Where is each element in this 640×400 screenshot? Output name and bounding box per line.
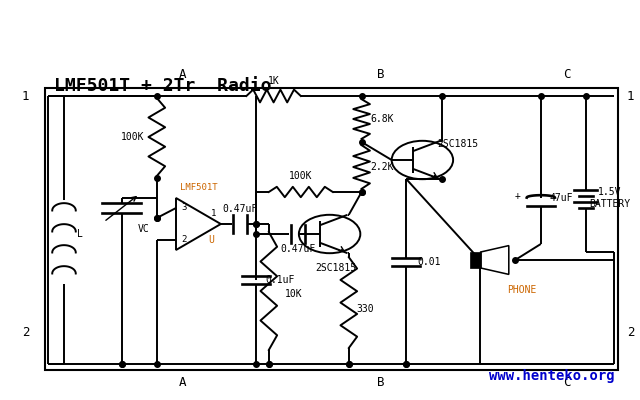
Text: A: A [179, 376, 186, 388]
Text: 10K: 10K [285, 289, 303, 299]
Text: www.henteko.org: www.henteko.org [489, 369, 614, 383]
Text: 2: 2 [181, 236, 186, 244]
Text: 1K: 1K [268, 76, 279, 86]
Text: 100K: 100K [289, 171, 312, 181]
Text: 1.5V: 1.5V [598, 187, 621, 197]
Text: 2.2K: 2.2K [371, 162, 394, 172]
Text: LMF501T: LMF501T [180, 184, 217, 192]
Text: 2: 2 [627, 326, 634, 338]
Text: 6.8K: 6.8K [371, 114, 394, 124]
Text: 0.1uF: 0.1uF [266, 275, 295, 285]
Text: PHONE: PHONE [507, 285, 536, 295]
Text: A: A [179, 68, 186, 80]
Text: 2SC1815: 2SC1815 [437, 139, 478, 149]
Text: C: C [563, 68, 570, 80]
Text: B: B [377, 68, 385, 80]
Text: 0.47uF: 0.47uF [280, 244, 316, 254]
Text: 0.01: 0.01 [417, 257, 440, 267]
Text: +: + [514, 190, 520, 201]
Text: VC: VC [138, 224, 150, 234]
Bar [470, 252, 481, 268]
Text: U: U [208, 235, 214, 245]
Text: 2: 2 [22, 326, 29, 338]
Text: 1: 1 [211, 210, 216, 218]
Text: 3: 3 [181, 204, 186, 212]
Text: L: L [77, 229, 83, 239]
Text: 2SC1815: 2SC1815 [316, 263, 356, 273]
Text: 47uF: 47uF [550, 193, 573, 203]
Text: 100K: 100K [121, 132, 144, 142]
Bar [45, 88, 618, 370]
Text: 330: 330 [356, 304, 374, 314]
Text: 1: 1 [22, 90, 29, 102]
Text: 1: 1 [627, 90, 634, 102]
Text: BATTERY: BATTERY [589, 199, 630, 209]
Text: LMF501T + 2Tr  Radio: LMF501T + 2Tr Radio [54, 77, 272, 95]
Text: 0.47uF: 0.47uF [222, 204, 258, 214]
Text: B: B [377, 376, 385, 388]
Text: C: C [563, 376, 570, 388]
